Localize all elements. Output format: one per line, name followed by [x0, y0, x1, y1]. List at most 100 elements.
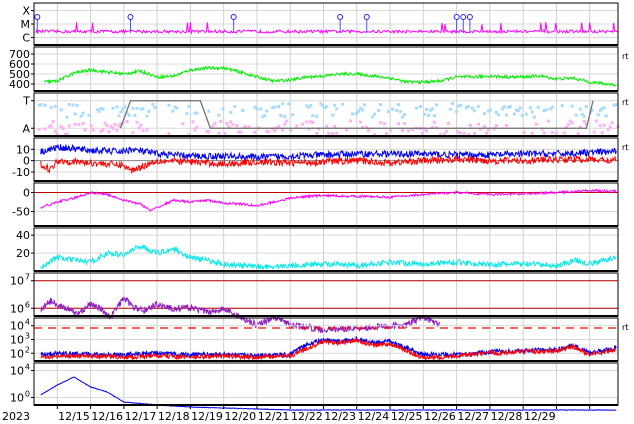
series-point — [361, 126, 365, 130]
panel-imf_sector: T Art — [22, 92, 628, 137]
series-point — [512, 112, 516, 116]
series-point — [255, 107, 259, 111]
x-tick-label: 12/28 — [491, 410, 523, 423]
series-point — [478, 127, 482, 131]
y-tick-label: 0 — [23, 155, 30, 168]
series-point — [494, 124, 498, 128]
series-point — [466, 105, 470, 109]
series-point — [279, 113, 283, 117]
series-point — [472, 109, 476, 113]
series-point — [265, 129, 269, 133]
series-point — [295, 124, 299, 128]
series-line — [43, 65, 617, 87]
series-point — [111, 106, 115, 110]
x-axis: 12/15 12/16 12/17 12/18 12/19 12/20 12/21 12/22… — [56, 405, 591, 423]
flare-marker — [230, 14, 237, 20]
series-point — [43, 103, 47, 107]
series-point — [181, 122, 185, 126]
series-point — [361, 108, 365, 112]
series-point — [99, 129, 103, 133]
panel-flare: XMC — [21, 2, 619, 46]
series-point — [105, 123, 109, 127]
series-point — [604, 114, 608, 118]
series-point — [444, 129, 448, 133]
series-point — [506, 105, 510, 109]
series-point — [407, 129, 411, 133]
series-point — [117, 124, 121, 128]
series-point — [484, 131, 488, 135]
series-point — [518, 106, 522, 110]
series-point — [470, 106, 474, 110]
series-point — [345, 128, 349, 132]
series-point — [123, 105, 127, 109]
series-point — [239, 130, 243, 134]
series-point — [43, 127, 47, 131]
series-point — [456, 104, 460, 108]
series-point — [472, 131, 476, 135]
series-point — [582, 114, 586, 118]
series-point — [550, 130, 554, 134]
series-point — [614, 103, 618, 107]
series-point — [335, 131, 339, 135]
realtime-label: rt — [622, 323, 628, 332]
realtime-label: rt — [622, 52, 628, 61]
series-point — [125, 111, 129, 115]
series-line — [40, 337, 617, 361]
y-tick-exponent: 4 — [25, 318, 30, 327]
x-tick-label: 12/15 — [58, 410, 90, 423]
y-tick-label: 600 — [9, 58, 30, 71]
series-point — [145, 128, 149, 132]
series-point — [522, 131, 526, 135]
series-point — [514, 108, 518, 112]
series-line — [40, 143, 617, 162]
series-point — [135, 106, 139, 110]
series-point — [554, 131, 558, 135]
series-point — [494, 110, 498, 114]
series-point — [446, 121, 450, 125]
series-point — [151, 102, 155, 106]
flare-marker — [460, 14, 467, 20]
y-tick-label: 10 — [10, 320, 24, 333]
series-point — [323, 106, 327, 110]
series-point — [379, 103, 383, 107]
series-point — [365, 125, 369, 129]
series-point — [135, 120, 139, 124]
x-tick-label: 12/23 — [324, 410, 356, 423]
y-tick-exponent: 7 — [25, 273, 30, 282]
series-point — [389, 128, 393, 132]
series-line — [40, 154, 617, 174]
series-point — [602, 106, 606, 110]
series-point — [287, 102, 291, 106]
series-point — [391, 107, 395, 111]
series-point — [101, 128, 105, 132]
series-point — [438, 133, 442, 137]
series-point — [51, 120, 55, 124]
series-point — [401, 128, 405, 132]
flare-marker — [127, 14, 134, 20]
series-point — [385, 132, 389, 136]
series-point — [131, 106, 135, 110]
y-tick-label: C — [22, 31, 30, 44]
series-point — [205, 130, 209, 134]
series-point — [482, 112, 486, 116]
series-point — [73, 122, 77, 126]
series-point — [415, 106, 419, 110]
series-point — [281, 102, 285, 106]
series-point — [546, 119, 550, 123]
series-point — [610, 121, 614, 125]
y-tick-label: 10 — [10, 347, 24, 360]
series-point — [87, 113, 91, 117]
series-point — [580, 112, 584, 116]
series-point — [584, 122, 588, 126]
series-point — [333, 103, 337, 107]
series-point — [81, 111, 85, 115]
series-point — [423, 112, 427, 116]
series-point — [566, 123, 570, 127]
series-point — [217, 113, 221, 117]
series-point — [500, 107, 504, 111]
series-point — [464, 105, 468, 109]
series-point — [225, 121, 229, 125]
series-point — [273, 105, 277, 109]
series-point — [534, 122, 538, 126]
